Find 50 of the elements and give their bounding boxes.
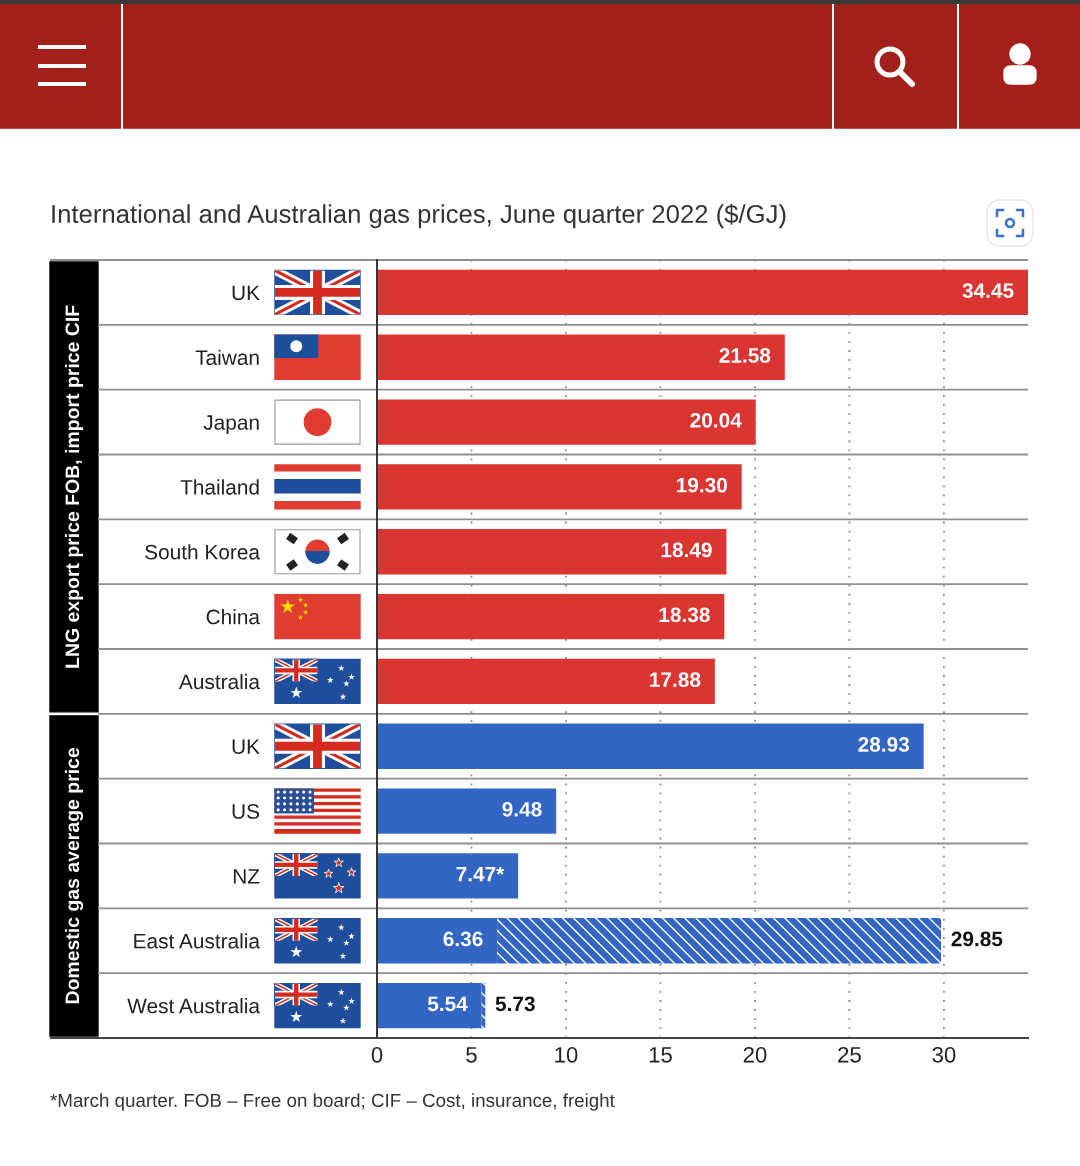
bar [377, 788, 557, 834]
data-label: 21.58 [719, 348, 771, 363]
total-label: 5.73 [495, 996, 535, 1012]
y-tick-label: China [206, 609, 260, 625]
y-tick-label: Thailand [180, 479, 259, 495]
data-label: 20.04 [690, 412, 742, 428]
y-tick-label: South Korea [145, 544, 261, 560]
x-tick-label: 10 [555, 1046, 578, 1063]
y-tick-label: UK [232, 739, 260, 754]
data-label: 9.48 [502, 801, 542, 817]
bar [377, 853, 519, 899]
bar [377, 399, 756, 445]
data-label: 28.93 [858, 737, 910, 752]
bar [377, 918, 498, 964]
bar [377, 593, 725, 640]
bar [377, 529, 727, 575]
data-label: 19.30 [677, 477, 727, 493]
bar [377, 658, 715, 705]
y-tick-label: UK [232, 285, 260, 301]
y-tick-label: Taiwan [195, 349, 259, 365]
bar [377, 723, 924, 769]
total-label: 29.85 [951, 931, 1003, 947]
x-tick-label: 30 [932, 1046, 956, 1063]
x-tick-label: 15 [649, 1047, 672, 1063]
x-tick-label: 0 [371, 1046, 383, 1063]
text: *March quarter. FOB – Free on board; CIF – Cost, insurance, freight [50, 1093, 615, 1111]
bar [377, 982, 482, 1029]
data-label: 18.49 [661, 542, 712, 558]
data-label: 18.38 [659, 607, 710, 623]
bar [377, 464, 742, 510]
data-label: 7.47* [456, 866, 505, 882]
text: Domestic gas average price [64, 747, 84, 1004]
y-tick-label: US [232, 804, 260, 819]
data-label: 5.54 [427, 996, 468, 1012]
bar [377, 334, 785, 380]
y-tick-label: West Australia [127, 998, 260, 1014]
bar [377, 269, 1028, 316]
x-tick-label: 20 [743, 1046, 767, 1063]
x-tick-label: 25 [838, 1046, 861, 1063]
x-tick-label: 5 [466, 1047, 477, 1063]
bar [497, 918, 942, 964]
data-label: 34.45 [962, 283, 1014, 299]
y-tick-label: East Australia [134, 933, 260, 949]
chart-title: International and Australian gas prices, June quarter 2022 ($/GJ) [52, 203, 786, 229]
data-label: 17.88 [650, 672, 701, 688]
text: LNG export price FOB, import price CIF [64, 305, 84, 668]
data-label: 6.36 [443, 931, 483, 947]
y-tick-label: Japan [203, 415, 259, 434]
y-tick-label: NZ [233, 869, 260, 884]
y-tick-label: Australia [178, 673, 260, 690]
